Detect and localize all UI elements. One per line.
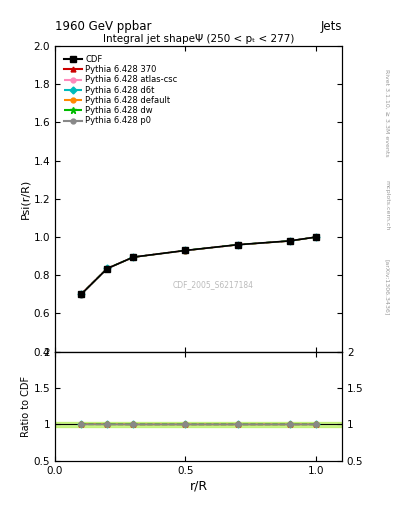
Text: Rivet 3.1.10, ≥ 3.3M events: Rivet 3.1.10, ≥ 3.3M events bbox=[385, 69, 389, 157]
Title: Integral jet shapeΨ (250 < pₜ < 277): Integral jet shapeΨ (250 < pₜ < 277) bbox=[103, 34, 294, 44]
Y-axis label: Psi(r/R): Psi(r/R) bbox=[21, 179, 31, 219]
Text: 1960 GeV ppbar: 1960 GeV ppbar bbox=[55, 20, 152, 33]
X-axis label: r/R: r/R bbox=[189, 480, 208, 493]
Text: mcplots.cern.ch: mcplots.cern.ch bbox=[385, 180, 389, 230]
Text: Jets: Jets bbox=[320, 20, 342, 33]
Y-axis label: Ratio to CDF: Ratio to CDF bbox=[21, 376, 31, 437]
Text: CDF_2005_S6217184: CDF_2005_S6217184 bbox=[172, 280, 253, 289]
Bar bbox=[55, 422, 342, 426]
Legend: CDF, Pythia 6.428 370, Pythia 6.428 atlas-csc, Pythia 6.428 d6t, Pythia 6.428 de: CDF, Pythia 6.428 370, Pythia 6.428 atla… bbox=[62, 53, 179, 127]
Text: [arXiv:1306.3436]: [arXiv:1306.3436] bbox=[385, 259, 389, 315]
